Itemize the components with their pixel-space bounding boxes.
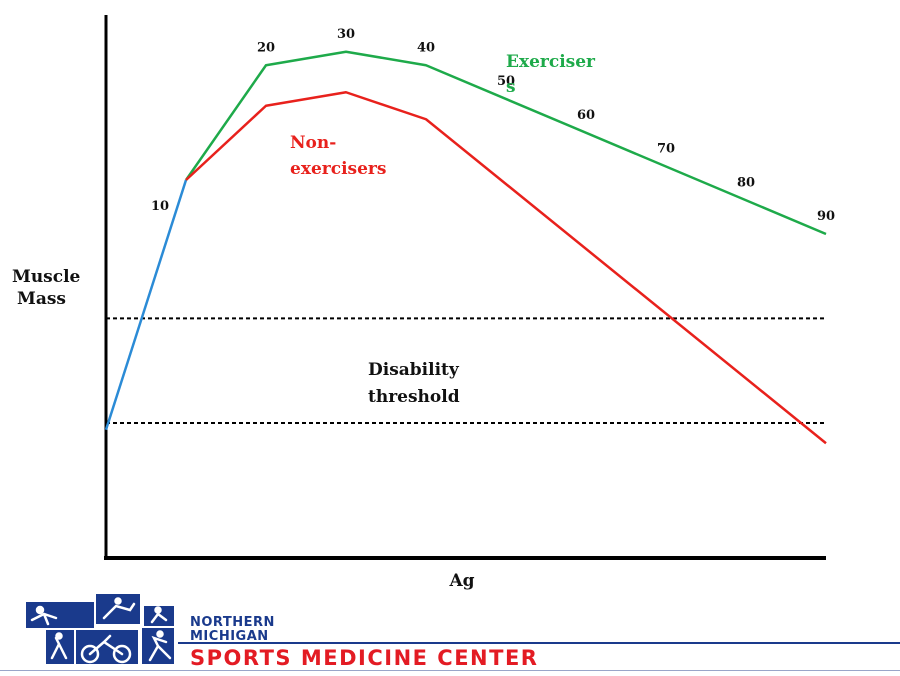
- threshold-label-line-2: threshold: [368, 387, 460, 407]
- x-tick-label-20: 20: [257, 40, 275, 55]
- x-tick-labels: 10 20 30 40 50 60 70 80 90: [151, 27, 835, 224]
- org-name-main: SPORTS MEDICINE CENTER: [190, 646, 539, 670]
- y-axis-title: Muscle Mass: [12, 267, 86, 309]
- footer-logo: NORTHERN MICHIGAN SPORTS MEDICINE CENTER: [0, 592, 900, 676]
- exercisers-label: Exerciser s: [506, 52, 601, 97]
- exercisers-label-line-2: s: [506, 77, 516, 97]
- non-exercisers-line: [185, 91, 827, 445]
- x-tick-label-40: 40: [417, 40, 435, 55]
- y-axis-title-line-2: Mass: [17, 289, 66, 309]
- growth-line: [104, 179, 188, 431]
- footer-rule-upper: [178, 642, 900, 644]
- non-exercisers-label: Non- exercisers: [290, 133, 386, 179]
- threshold-label-line-1: Disability: [368, 360, 460, 380]
- x-tick-label-10: 10: [151, 199, 169, 214]
- x-tick-label-60: 60: [577, 108, 595, 123]
- threshold-lines: [106, 317, 826, 424]
- org-name-line-2: MICHIGAN: [190, 629, 269, 644]
- y-axis-title-line-1: Muscle: [12, 267, 81, 287]
- series-lines: [104, 50, 827, 445]
- footer-rule-lower: [0, 670, 900, 671]
- x-tick-label-30: 30: [337, 27, 355, 42]
- exercisers-label-line-1: Exerciser: [506, 52, 596, 72]
- chart: Muscle Mass Ag 10 20 30 40 50 60 70 80 90 Exerci…: [12, 15, 835, 591]
- x-tick-label-70: 70: [657, 142, 675, 157]
- x-tick-label-80: 80: [737, 175, 755, 190]
- x-tick-label-50: 50: [497, 74, 515, 89]
- disability-threshold-label: Disability threshold: [368, 360, 465, 407]
- non-exercisers-label-line-1: Non-: [290, 133, 336, 153]
- non-exercisers-label-line-2: exercisers: [290, 159, 386, 179]
- x-tick-label-90: 90: [817, 209, 835, 224]
- exercisers-line: [184, 50, 827, 236]
- org-name-line-1: NORTHERN: [190, 615, 275, 630]
- x-axis-title: Ag: [448, 571, 474, 591]
- sports-pictogram-icon: [26, 594, 174, 664]
